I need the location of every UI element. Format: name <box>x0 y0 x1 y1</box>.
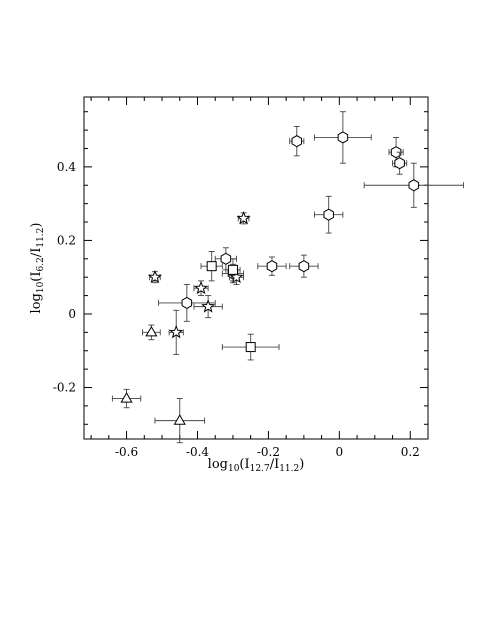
x-tick-label: 0 <box>336 445 344 459</box>
data-point-star <box>193 280 209 297</box>
data-point-square <box>221 333 280 361</box>
x-tick-label: -0.2 <box>257 445 280 459</box>
y-tick-label: -0.2 <box>53 381 76 395</box>
hexagon-marker <box>337 131 349 144</box>
y-axis-label-slash: /I <box>29 248 44 258</box>
y-tick-label: 0.2 <box>57 233 76 247</box>
x-axis-label-base: 10 <box>228 464 240 474</box>
data-point-hexagon <box>314 195 344 234</box>
square-marker <box>206 261 217 272</box>
data-point-triangle <box>111 388 142 409</box>
y-axis-label-denominator: 11.2 <box>36 228 46 248</box>
data-point-triangle <box>154 398 206 444</box>
y-axis-label: log10(I6.2/I11.2) <box>29 223 46 314</box>
plot-frame <box>83 96 429 440</box>
hexagon-marker <box>394 157 405 170</box>
star-marker <box>169 324 184 339</box>
y-axis-label-close: ) <box>29 223 44 228</box>
triangle-marker <box>120 392 133 403</box>
star-marker <box>229 269 244 284</box>
data-point-star <box>168 309 184 355</box>
square-marker <box>227 264 238 275</box>
hexagon-marker <box>408 179 420 192</box>
triangle-marker <box>173 414 186 425</box>
data-point-hexagon <box>158 284 216 322</box>
star-marker <box>194 280 209 295</box>
x-axis-label-close: ) <box>299 457 304 472</box>
y-axis-label-numerator: 6.2 <box>36 257 46 271</box>
data-point-star <box>236 210 251 225</box>
data-point-star <box>193 295 223 319</box>
x-tick-label: 0.2 <box>401 445 420 459</box>
hexagon-marker <box>181 296 193 310</box>
data-point-hexagon <box>257 256 287 276</box>
y-axis-label-open: (I <box>29 271 44 281</box>
y-axis-label-base: 10 <box>36 281 46 293</box>
y-axis-label-prefix: log <box>29 293 44 313</box>
data-point-square <box>200 251 223 282</box>
data-point-hexagon <box>363 162 464 208</box>
data-points <box>111 111 464 444</box>
x-axis-label-denominator: 11.2 <box>279 464 299 474</box>
x-axis-label-slash: /I <box>270 457 280 472</box>
data-point-triangle <box>142 324 161 341</box>
star-marker <box>201 299 216 313</box>
star-marker <box>236 210 251 225</box>
star-marker <box>147 269 162 284</box>
x-tick-label: -0.6 <box>115 445 138 459</box>
hexagon-marker <box>220 252 232 265</box>
data-point-hexagon <box>289 254 319 278</box>
x-axis-label-open: (I <box>239 457 249 472</box>
hexagon-marker <box>291 135 303 148</box>
y-tick-label: 0.4 <box>57 160 76 174</box>
data-point-hexagon <box>214 247 237 271</box>
hexagon-marker <box>266 260 278 273</box>
axis-ticks <box>84 97 429 439</box>
data-point-hexagon <box>289 125 305 157</box>
hexagon-marker <box>323 208 334 221</box>
y-tick-label: 0 <box>68 307 76 321</box>
x-axis-label: log10(I12.7/I11.2) <box>208 457 305 474</box>
x-tick-labels: -0.6 -0.4 -0.2 0 0.2 <box>115 445 420 459</box>
hexagon-marker <box>390 146 402 159</box>
data-point-hexagon <box>314 111 372 164</box>
x-axis-label-prefix: log <box>208 457 228 472</box>
data-point-hexagon <box>388 137 404 168</box>
data-point-star <box>147 269 162 284</box>
hexagon-marker <box>298 260 310 273</box>
square-marker <box>245 342 256 353</box>
y-tick-labels: -0.2 0 0.2 0.4 <box>53 160 76 395</box>
data-point-square <box>225 258 241 282</box>
triangle-marker <box>145 325 158 337</box>
data-point-hexagon <box>392 151 408 175</box>
x-tick-label: -0.4 <box>186 445 210 459</box>
x-axis-label-numerator: 12.7 <box>250 464 270 474</box>
